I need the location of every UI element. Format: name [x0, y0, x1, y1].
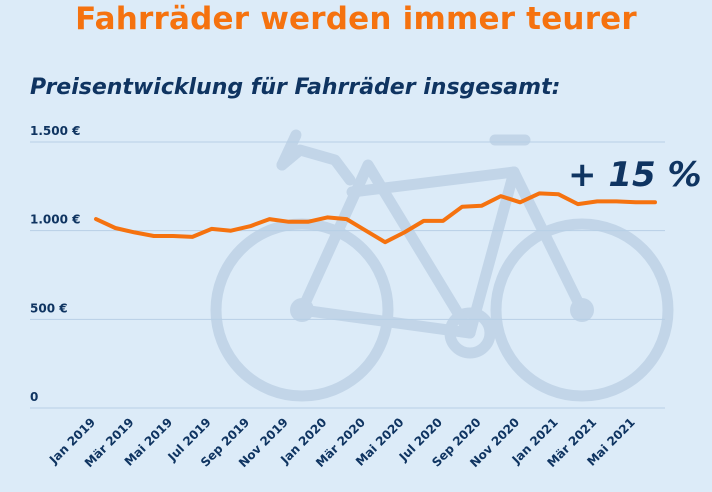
y-tick-label: 0	[30, 390, 38, 404]
change-annotation: + 15 %	[568, 155, 702, 195]
series-line	[94, 191, 657, 245]
y-tick-label: 500 €	[30, 301, 68, 315]
y-tick-label: 1.500 €	[30, 124, 80, 138]
series	[94, 191, 657, 245]
chart-title: Preisentwicklung für Fahrräder insgesamt…	[30, 75, 561, 100]
headline: Fahrräder werden immer teurer	[75, 1, 637, 37]
bicycle-icon	[210, 129, 674, 402]
y-tick-label: 1.000 €	[30, 213, 80, 227]
y-axis: 0 500 € 1.000 € 1.500 €	[30, 124, 80, 404]
